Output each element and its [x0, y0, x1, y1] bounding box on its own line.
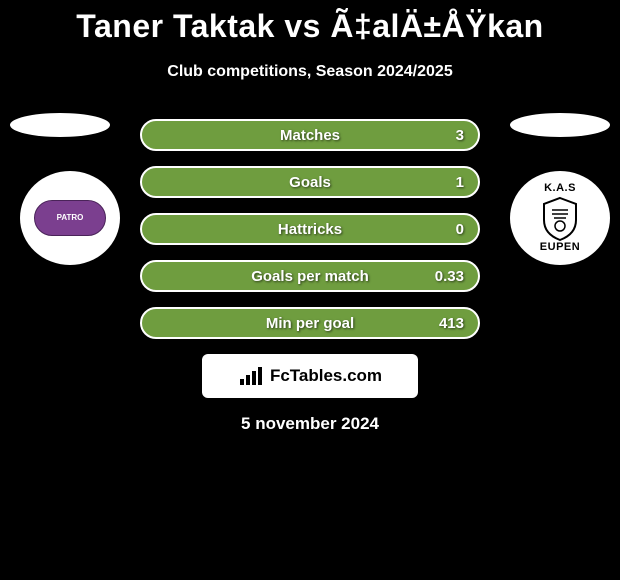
stat-row: Min per goal 413: [0, 307, 620, 339]
stat-row: Matches 3: [0, 119, 620, 151]
page-title: Taner Taktak vs Ã‡alÄ±ÅŸkan: [0, 0, 620, 45]
content-area: PATRO K.A.S EUPEN Matches 3 Goals 1 Hatt…: [0, 119, 620, 434]
brand-badge[interactable]: FcTables.com: [202, 354, 418, 398]
stat-pill: Hattricks 0: [140, 213, 480, 245]
stat-label: Min per goal: [266, 315, 354, 332]
stat-pill: Matches 3: [140, 119, 480, 151]
stat-value: 413: [439, 315, 464, 332]
stat-value: 1: [456, 174, 464, 191]
stat-value: 3: [456, 127, 464, 144]
stat-label: Goals: [289, 174, 331, 191]
stat-row: Hattricks 0: [0, 213, 620, 245]
stat-label: Matches: [280, 127, 340, 144]
chart-icon: [238, 365, 264, 387]
stat-row: Goals 1: [0, 166, 620, 198]
stat-label: Hattricks: [278, 221, 342, 238]
stat-value: 0: [456, 221, 464, 238]
brand-text: FcTables.com: [270, 366, 382, 386]
date-text: 5 november 2024: [0, 414, 620, 434]
stat-pill: Goals per match 0.33: [140, 260, 480, 292]
stat-pill: Min per goal 413: [140, 307, 480, 339]
stat-label: Goals per match: [251, 268, 369, 285]
subtitle: Club competitions, Season 2024/2025: [0, 63, 620, 81]
stat-value: 0.33: [435, 268, 464, 285]
stat-row: Goals per match 0.33: [0, 260, 620, 292]
stat-pill: Goals 1: [140, 166, 480, 198]
